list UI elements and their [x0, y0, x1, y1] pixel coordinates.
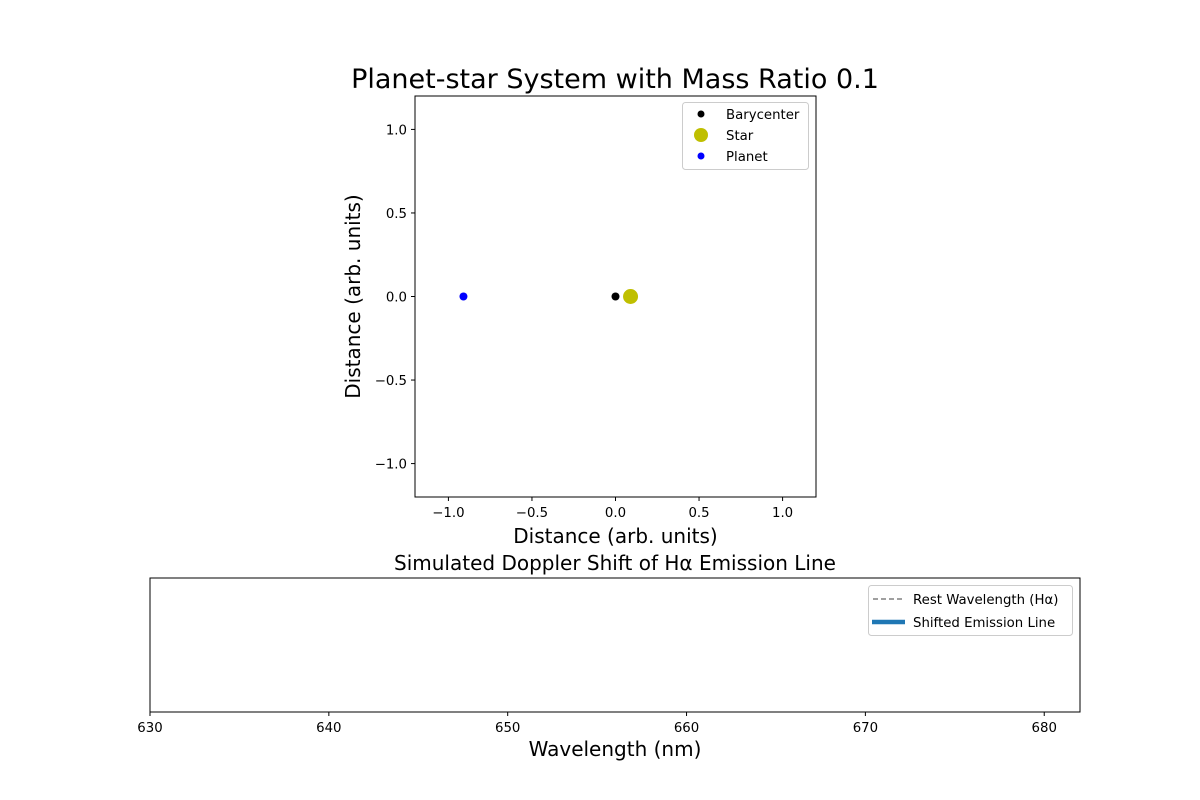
spectrum-plot-area [149, 577, 1081, 713]
spectrum-legend: Rest Wavelength (Hα) Shifted Emission Li… [868, 585, 1073, 636]
orbit-x-axis-label: Distance (arb. units) [513, 524, 717, 548]
legend-label-planet: Planet [726, 150, 768, 165]
legend-label-rest-wavelength: Rest Wavelength (Hα) [913, 593, 1058, 608]
planet-point [459, 292, 468, 301]
legend-label-star: Star [726, 129, 754, 144]
spectrum-x-tick-label: 670 [853, 721, 878, 736]
orbit-y-tick-label: 1.0 [386, 123, 407, 138]
spectrum-x-tick-label: 680 [1032, 721, 1057, 736]
spectrum-x-tick-label: 630 [137, 721, 162, 736]
orbit-x-tick-label: 0.0 [605, 506, 626, 521]
legend-label-shifted-emission: Shifted Emission Line [913, 616, 1055, 631]
orbit-y-axis-label: Distance (arb. units) [341, 194, 365, 398]
star-point [623, 289, 639, 304]
orbit-x-tick-label: −0.5 [516, 506, 548, 521]
legend-marker-planet [697, 152, 705, 160]
orbit-ticks: −1.0 −0.5 0.0 0.5 1.0 −1.0 −0.5 0.0 0.5 1.0 [375, 123, 793, 521]
orbit-legend: Barycenter Star Planet [682, 102, 809, 170]
spectrum-title: Simulated Doppler Shift of Hα Emission L… [394, 551, 836, 575]
orbit-panel: Planet-star System with Mass Ratio 0.1 −… [341, 64, 879, 548]
legend-label-barycenter: Barycenter [726, 108, 800, 123]
barycenter-point [611, 292, 620, 301]
orbit-y-tick-label: 0.0 [386, 291, 407, 306]
orbit-x-tick-label: 0.5 [688, 506, 709, 521]
orbit-marks [459, 289, 639, 304]
legend-marker-barycenter [697, 110, 705, 118]
spectrum-x-tick-label: 650 [495, 721, 520, 736]
orbit-y-tick-label: 0.5 [386, 207, 407, 222]
orbit-y-tick-label: −1.0 [375, 458, 407, 473]
spectrum-x-tick-label: 660 [674, 721, 699, 736]
spectrum-x-axis-label: Wavelength (nm) [529, 737, 702, 761]
spectrum-ticks: 630 640 650 660 670 680 [137, 712, 1057, 736]
orbit-y-tick-label: −0.5 [375, 374, 407, 389]
spectrum-x-tick-label: 640 [316, 721, 341, 736]
orbit-legend-frame [682, 102, 809, 170]
spectrum-legend-frame [868, 585, 1073, 636]
orbit-x-tick-label: 1.0 [772, 506, 793, 521]
orbit-title: Planet-star System with Mass Ratio 0.1 [351, 64, 879, 95]
spectrum-panel: Simulated Doppler Shift of Hα Emission L… [137, 551, 1081, 761]
orbit-x-tick-label: −1.0 [432, 506, 464, 521]
legend-marker-star [694, 128, 708, 142]
